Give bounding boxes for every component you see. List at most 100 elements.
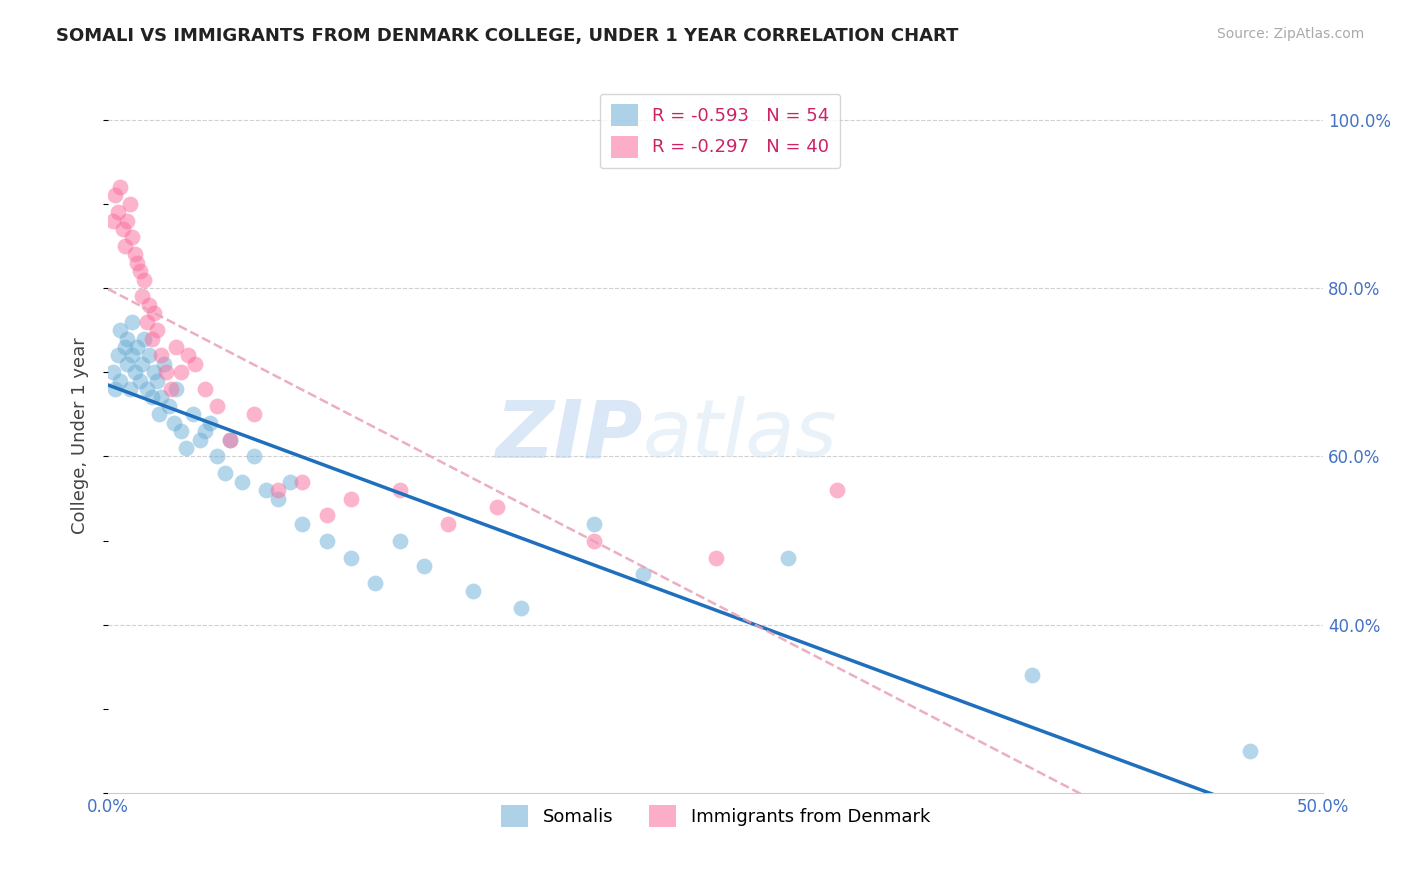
Point — [117, 357, 139, 371]
Point — [118, 196, 141, 211]
Point — [150, 391, 173, 405]
Point — [143, 306, 166, 320]
Point — [148, 408, 170, 422]
Point — [117, 332, 139, 346]
Point — [138, 348, 160, 362]
Point — [291, 475, 314, 489]
Point — [254, 483, 277, 497]
Point — [128, 374, 150, 388]
Point — [184, 357, 207, 371]
Point — [104, 188, 127, 202]
Text: Source: ZipAtlas.com: Source: ZipAtlas.com — [1216, 27, 1364, 41]
Point — [198, 416, 221, 430]
Point — [170, 365, 193, 379]
Point — [127, 256, 149, 270]
Point — [165, 382, 187, 396]
Point — [134, 332, 156, 346]
Point — [121, 348, 143, 362]
Point — [437, 516, 460, 531]
Point — [825, 483, 848, 497]
Point — [485, 500, 508, 514]
Point — [267, 491, 290, 506]
Point — [138, 298, 160, 312]
Point — [194, 382, 217, 396]
Point — [145, 374, 167, 388]
Point — [243, 450, 266, 464]
Point — [107, 348, 129, 362]
Point — [121, 315, 143, 329]
Legend: Somalis, Immigrants from Denmark: Somalis, Immigrants from Denmark — [494, 798, 938, 834]
Point — [165, 340, 187, 354]
Point — [231, 475, 253, 489]
Point — [127, 340, 149, 354]
Point — [583, 533, 606, 548]
Point — [340, 491, 363, 506]
Point — [131, 289, 153, 303]
Point — [114, 340, 136, 354]
Point — [413, 558, 436, 573]
Point — [145, 323, 167, 337]
Point — [181, 408, 204, 422]
Point — [207, 450, 229, 464]
Point — [153, 357, 176, 371]
Point — [583, 516, 606, 531]
Point — [135, 315, 157, 329]
Point — [114, 239, 136, 253]
Point — [131, 357, 153, 371]
Point — [143, 365, 166, 379]
Point — [124, 365, 146, 379]
Point — [194, 424, 217, 438]
Point — [778, 550, 800, 565]
Point — [111, 222, 134, 236]
Point — [135, 382, 157, 396]
Point — [134, 272, 156, 286]
Point — [207, 399, 229, 413]
Point — [170, 424, 193, 438]
Point — [214, 467, 236, 481]
Point — [157, 399, 180, 413]
Point — [388, 533, 411, 548]
Point — [1239, 744, 1261, 758]
Point — [117, 213, 139, 227]
Point — [388, 483, 411, 497]
Point — [128, 264, 150, 278]
Point — [267, 483, 290, 497]
Point — [704, 550, 727, 565]
Point — [461, 584, 484, 599]
Point — [121, 230, 143, 244]
Point — [218, 433, 240, 447]
Point — [340, 550, 363, 565]
Point — [188, 433, 211, 447]
Point — [315, 508, 337, 523]
Point — [160, 382, 183, 396]
Y-axis label: College, Under 1 year: College, Under 1 year — [72, 337, 89, 533]
Point — [107, 205, 129, 219]
Point — [118, 382, 141, 396]
Point — [1021, 668, 1043, 682]
Text: ZIP: ZIP — [495, 396, 643, 475]
Point — [291, 516, 314, 531]
Point — [243, 408, 266, 422]
Text: SOMALI VS IMMIGRANTS FROM DENMARK COLLEGE, UNDER 1 YEAR CORRELATION CHART: SOMALI VS IMMIGRANTS FROM DENMARK COLLEG… — [56, 27, 959, 45]
Point — [104, 382, 127, 396]
Point — [364, 575, 387, 590]
Point — [631, 567, 654, 582]
Point — [510, 601, 533, 615]
Point — [177, 348, 200, 362]
Point — [150, 348, 173, 362]
Point — [108, 323, 131, 337]
Point — [315, 533, 337, 548]
Point — [278, 475, 301, 489]
Point — [218, 433, 240, 447]
Point — [155, 365, 177, 379]
Point — [141, 332, 163, 346]
Point — [141, 391, 163, 405]
Point — [101, 365, 124, 379]
Point — [108, 180, 131, 194]
Point — [174, 441, 197, 455]
Point — [101, 213, 124, 227]
Point — [108, 374, 131, 388]
Text: atlas: atlas — [643, 396, 838, 475]
Point — [162, 416, 184, 430]
Point — [124, 247, 146, 261]
